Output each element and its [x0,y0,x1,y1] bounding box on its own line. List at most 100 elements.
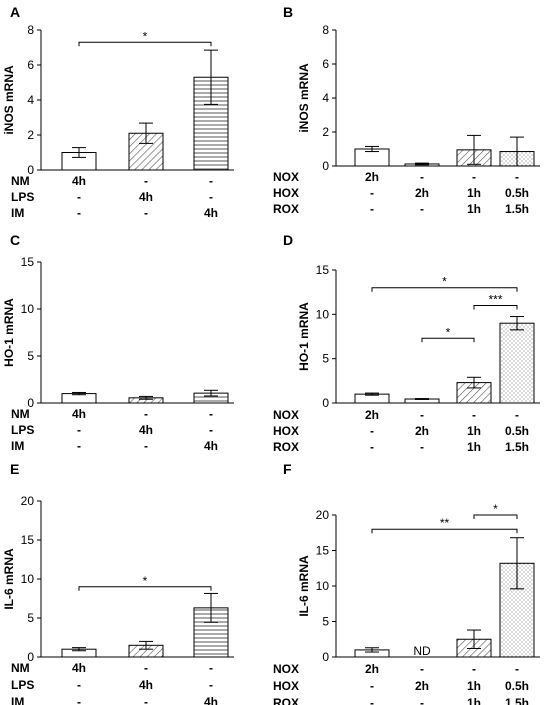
condition-value: - [209,678,213,692]
condition-value: 4h [72,174,86,188]
condition-value: - [420,202,424,216]
significance-label: * [143,574,148,588]
y-tick-label: 0 [322,159,329,173]
condition-value: - [77,190,81,204]
condition-value: - [209,190,213,204]
y-tick-label: 20 [21,494,35,508]
condition-name: IM [11,206,24,220]
condition-name: LPS [11,423,34,437]
condition-value: 1.5h [505,696,529,705]
y-tick-label: 5 [322,615,329,629]
condition-value: - [370,696,374,705]
y-tick-label: 8 [27,23,34,37]
condition-value: - [77,439,81,453]
y-tick-label: 10 [21,572,35,586]
condition-value: 4h [139,423,153,437]
panel-letter: B [283,4,293,20]
condition-value: 2h [415,424,429,438]
significance-bracket [473,304,518,310]
condition-name: NM [11,174,30,188]
y-axis-title: HO-1 mRNA [297,302,311,371]
condition-value: - [515,170,519,184]
condition-value: - [370,679,374,693]
condition-value: - [144,439,148,453]
condition-name: IM [11,439,24,453]
condition-value: 1h [467,424,481,438]
condition-value: - [209,174,213,188]
condition-value: - [209,661,213,675]
condition-name: ROX [273,440,299,454]
condition-value: - [209,407,213,421]
significance-bracket [371,528,518,534]
condition-value: - [77,206,81,220]
y-tick-label: 15 [21,533,35,547]
y-tick-label: 5 [322,352,329,366]
panel-letter: D [283,232,293,248]
condition-value: - [370,424,374,438]
y-tick-label: 15 [316,263,330,277]
panel-c: C HO-1 mRNA 0 5 10 15 NM 4h - - LPS - 4h - IM - - 4h [2,232,234,453]
y-tick-label: 0 [322,396,329,410]
panel-letter: C [10,232,20,248]
condition-value: 1.5h [505,202,529,216]
condition-value: - [144,661,148,675]
condition-value: 4h [139,678,153,692]
y-tick-label: 2 [27,128,34,142]
condition-value: - [77,678,81,692]
y-axis-title: IL-6 mRNA [297,555,311,617]
condition-name: IM [11,695,24,705]
condition-value: 4h [72,407,86,421]
condition-value: 1.5h [505,440,529,454]
condition-value: 0.5h [505,679,529,693]
y-tick-label: 6 [322,57,329,71]
condition-value: 4h [204,695,218,705]
condition-name: ROX [273,696,299,705]
condition-value: 2h [365,662,379,676]
condition-name: NM [11,661,30,675]
y-tick-label: 4 [27,93,34,107]
condition-value: - [515,408,519,422]
condition-value: - [144,174,148,188]
condition-value: 2h [365,170,379,184]
significance-label: * [446,325,451,339]
condition-value: 1h [467,679,481,693]
y-tick-label: 15 [316,544,330,558]
condition-value: 2h [365,408,379,422]
significance-bracket [421,337,475,343]
significance-label: * [442,275,447,289]
condition-value: 4h [139,190,153,204]
y-axis-title: iNOS mRNA [297,63,311,133]
condition-value: 4h [204,206,218,220]
condition-value: 2h [415,186,429,200]
significance-label: ** [440,516,450,530]
condition-value: 1h [467,696,481,705]
condition-name: NOX [273,408,299,422]
significance-bracket [78,41,212,47]
condition-value: 1h [467,202,481,216]
condition-name: ROX [273,202,299,216]
y-tick-label: 10 [21,302,35,316]
condition-value: - [420,662,424,676]
condition-value: - [370,440,374,454]
condition-value: - [370,202,374,216]
condition-value: 1h [467,186,481,200]
y-axis-title: HO-1 mRNA [2,298,16,367]
condition-name: HOX [273,679,299,693]
y-axis-title: IL-6 mRNA [2,548,16,610]
condition-name: HOX [273,424,299,438]
condition-value: - [420,696,424,705]
condition-value: 0.5h [505,424,529,438]
y-tick-label: 0 [27,396,34,410]
bar [499,322,535,404]
significance-label: * [143,29,148,43]
panel-letter: E [10,461,19,477]
y-tick-label: 0 [27,650,34,664]
condition-value: 4h [72,661,86,675]
y-tick-label: 0 [27,163,34,177]
panel-letter: A [10,4,20,20]
condition-value: - [370,186,374,200]
y-tick-label: 5 [27,349,34,363]
significance-bracket [371,287,518,292]
